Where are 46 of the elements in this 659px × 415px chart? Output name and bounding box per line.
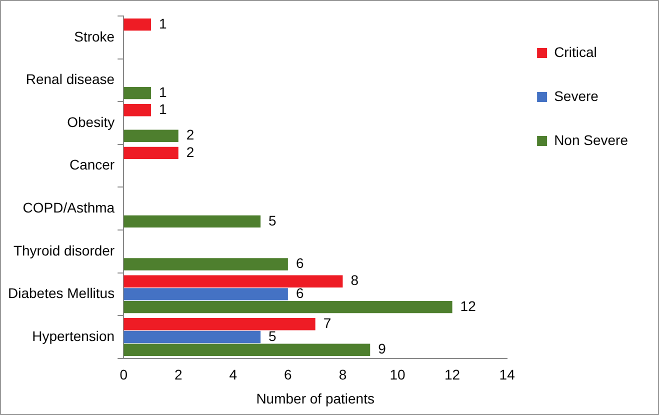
legend-label: Non Severe <box>554 132 628 148</box>
data-label: 2 <box>186 126 194 143</box>
bar <box>124 275 343 288</box>
bar <box>124 146 178 160</box>
data-label: 8 <box>350 272 359 288</box>
data-label: 2 <box>186 144 194 160</box>
bar <box>124 18 151 31</box>
bar <box>124 300 452 314</box>
y-tick-label: Stroke <box>74 28 115 44</box>
x-tick-label: 12 <box>444 366 460 383</box>
x-tick-label: 10 <box>390 366 406 383</box>
y-tick-label: Obesity <box>67 114 115 130</box>
data-label: 12 <box>460 298 476 314</box>
x-tick-label: 6 <box>284 366 292 383</box>
data-label: 9 <box>378 340 386 357</box>
bar <box>124 130 178 142</box>
legend-label: Severe <box>554 88 599 104</box>
bar <box>124 344 370 356</box>
y-tick-label: Hypertension <box>32 328 115 344</box>
x-tick-label: 0 <box>120 366 128 383</box>
data-label: 1 <box>158 15 167 32</box>
bar <box>124 258 288 270</box>
data-label: 7 <box>323 315 332 332</box>
y-tick-label: COPD/Asthma <box>22 199 115 216</box>
legend-label: Critical <box>554 44 597 60</box>
y-tick-label: Thyroid disorder <box>13 242 115 258</box>
x-tick-label: 2 <box>174 366 182 383</box>
x-tick-label: 4 <box>229 366 238 383</box>
x-tick-label: 8 <box>338 366 347 383</box>
data-label: 1 <box>158 84 167 100</box>
bar <box>124 288 288 300</box>
x-axis-title: Number of patients <box>256 390 374 406</box>
y-tick-label: Renal disease <box>26 71 115 88</box>
data-label: 5 <box>268 212 277 228</box>
bar <box>124 104 151 116</box>
bar <box>124 86 151 100</box>
x-tick-label: 14 <box>499 366 516 383</box>
data-label: 5 <box>268 328 277 344</box>
bar <box>124 330 261 344</box>
bar <box>124 215 261 228</box>
bar <box>124 318 316 330</box>
data-label: 1 <box>158 101 167 118</box>
y-tick-label: Cancer <box>69 156 115 173</box>
data-label: 6 <box>296 285 304 302</box>
data-label: 6 <box>296 255 304 272</box>
y-tick-label: Diabetes Mellitus <box>8 285 115 302</box>
